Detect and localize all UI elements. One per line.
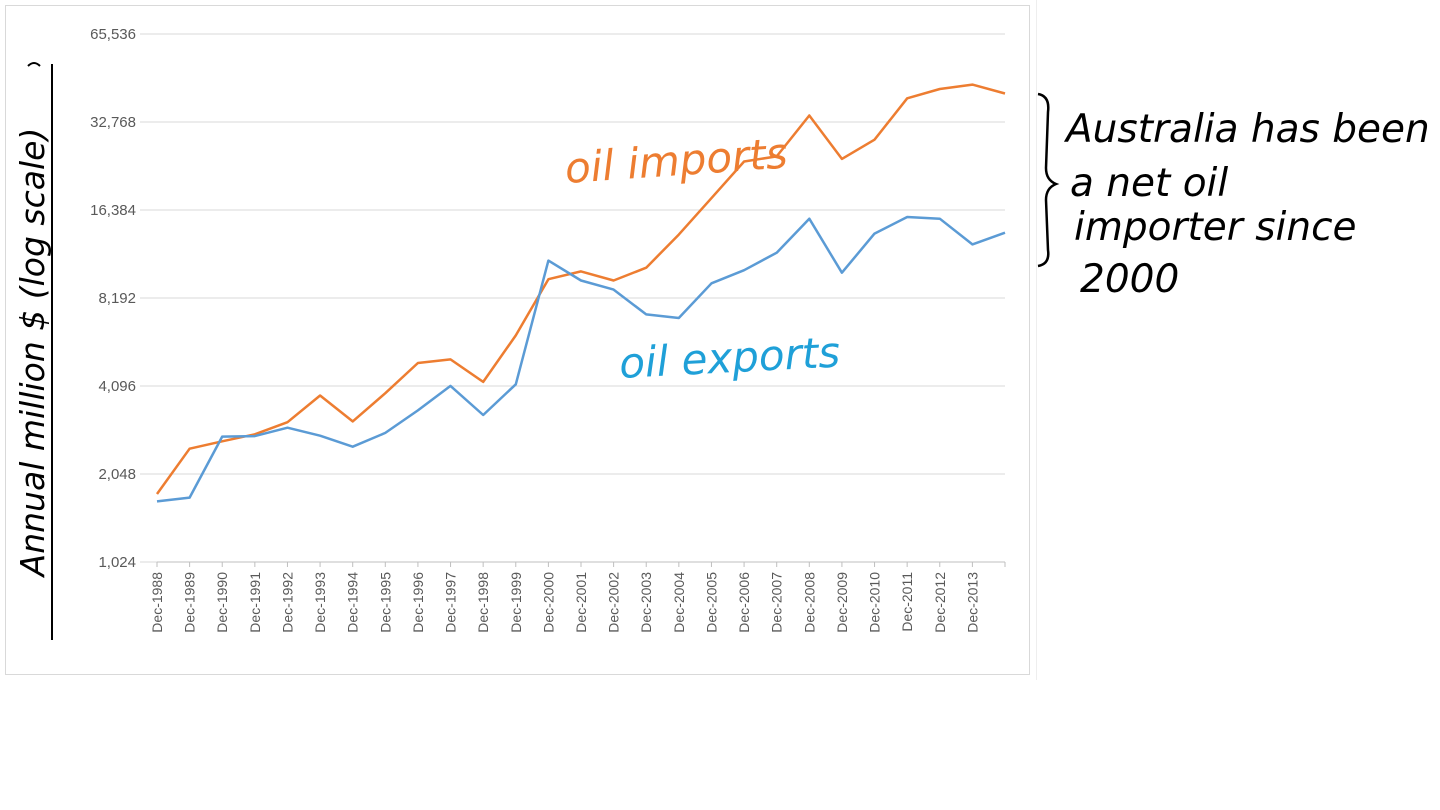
x-tick-label: Dec-2013 (964, 572, 980, 633)
x-tick-label: Dec-1994 (345, 572, 361, 633)
x-tick-label: Dec-2007 (769, 572, 785, 633)
x-tick-label: Dec-2005 (703, 572, 719, 633)
y-tick-label: 2,048 (98, 466, 136, 483)
x-tick-label: Dec-2002 (606, 572, 622, 633)
x-tick-label: Dec-1993 (312, 572, 328, 633)
series-line-oil-imports (155, 83, 1006, 495)
x-tick-label: Dec-1988 (149, 572, 165, 633)
x-tick-label: Dec-2009 (834, 572, 850, 633)
y-axis-label-bracket (27, 62, 41, 67)
y-axis-ticks: 1,024 2,048 4,096 8,192 16,384 32,768 65,536 (90, 26, 136, 571)
x-tick-label: Dec-1989 (182, 572, 198, 633)
x-tick-label: Dec-1998 (475, 572, 491, 633)
gridlines (140, 33, 1005, 563)
y-tick-label: 65,536 (90, 26, 136, 43)
x-tick-label: Dec-2006 (736, 572, 752, 633)
x-tick-label: Dec-2004 (671, 572, 687, 633)
x-tick-label: Dec-2000 (540, 572, 556, 633)
imports-annotation: oil imports (563, 129, 789, 193)
x-tick-label: Dec-2003 (638, 572, 654, 633)
y-tick-label: 1,024 (98, 554, 136, 571)
x-tick-label: Dec-2012 (932, 572, 948, 633)
chart-frame (5, 5, 1030, 675)
x-tick-label: Dec-1995 (377, 572, 393, 633)
exports-annotation: oil exports (618, 327, 841, 388)
x-tick-label: Dec-1991 (247, 572, 263, 633)
y-tick-label: 32,768 (90, 114, 136, 131)
note-line-3: importer since (1074, 205, 1357, 250)
x-tick-label: Dec-2010 (867, 572, 883, 633)
x-tick-label: Dec-1997 (443, 572, 459, 633)
y-tick-label: 8,192 (98, 290, 136, 307)
panel-divider (1036, 0, 1037, 680)
x-axis-ticks: Dec-1988 Dec-1989 Dec-1990 Dec-1991 Dec-1992… (149, 562, 1006, 633)
x-tick-label: Dec-1990 (214, 572, 230, 633)
note-line-4: 2000 (1080, 257, 1179, 302)
x-tick-label: Dec-1992 (279, 572, 295, 633)
x-tick-label: Dec-1999 (508, 572, 524, 633)
x-tick-label: Dec-2008 (801, 572, 817, 633)
series-lines (155, 83, 1006, 503)
y-tick-label: 16,384 (90, 202, 136, 219)
note-line-1: Australia has been (1063, 107, 1430, 152)
x-tick-label: Dec-1996 (410, 572, 426, 633)
y-axis-label-group: Annual million $ (log scale) (13, 62, 53, 640)
y-axis-label: Annual million $ (log scale) (13, 128, 52, 579)
y-tick-label: 4,096 (98, 378, 136, 395)
series-line-oil-exports (156, 215, 1006, 503)
x-tick-label: Dec-2001 (573, 572, 589, 633)
note-line-2: a net oil (1070, 161, 1228, 206)
annotation-brace (1037, 92, 1060, 268)
x-tick-label: Dec-2011 (899, 572, 915, 632)
